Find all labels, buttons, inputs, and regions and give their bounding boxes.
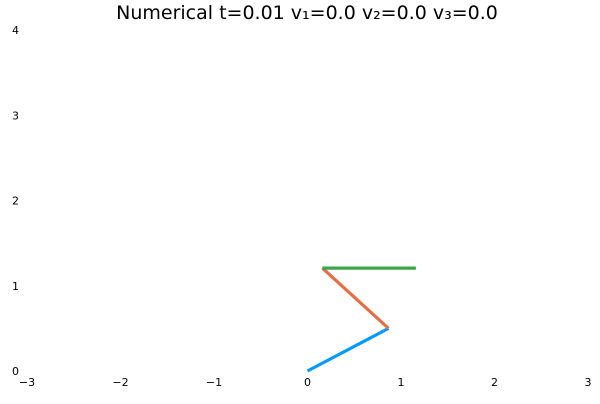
series-line-2 <box>321 266 390 330</box>
x-tick-label: −3 <box>19 376 35 389</box>
y-tick-label: 4 <box>12 24 19 37</box>
series-line-1 <box>306 326 390 373</box>
x-tick-label: 3 <box>585 376 592 389</box>
y-tick-label: 3 <box>12 109 19 122</box>
y-tick-label: 0 <box>12 365 19 378</box>
x-tick-label: 2 <box>491 376 498 389</box>
series-group <box>306 266 416 373</box>
y-axis-ticks: 0 1 2 3 4 <box>12 24 19 378</box>
x-tick-label: −2 <box>112 376 128 389</box>
y-tick-label: 2 <box>12 195 19 208</box>
x-tick-label: 0 <box>304 376 311 389</box>
x-tick-label: 1 <box>398 376 405 389</box>
x-tick-label: −1 <box>206 376 222 389</box>
y-tick-label: 1 <box>12 280 19 293</box>
x-axis-ticks: −3 −2 −1 0 1 2 3 <box>19 376 592 389</box>
chart-title: Numerical t=0.01 v₁=0.0 v₂=0.0 v₃=0.0 <box>116 2 498 24</box>
